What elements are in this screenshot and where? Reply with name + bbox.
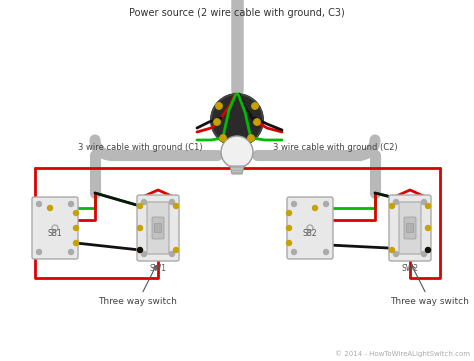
Circle shape bbox=[36, 201, 42, 206]
Circle shape bbox=[248, 135, 254, 141]
Circle shape bbox=[211, 94, 263, 146]
Circle shape bbox=[170, 252, 174, 257]
Circle shape bbox=[393, 252, 399, 257]
Circle shape bbox=[286, 226, 292, 231]
Circle shape bbox=[216, 103, 222, 109]
Circle shape bbox=[221, 136, 253, 168]
FancyBboxPatch shape bbox=[404, 217, 416, 239]
Circle shape bbox=[173, 248, 179, 252]
Circle shape bbox=[69, 201, 73, 206]
Circle shape bbox=[73, 226, 79, 231]
Circle shape bbox=[421, 252, 427, 257]
Text: SB1: SB1 bbox=[48, 229, 62, 238]
Circle shape bbox=[390, 204, 394, 209]
FancyBboxPatch shape bbox=[389, 195, 431, 261]
Text: © 2014 - HowToWireALightSwitch.com: © 2014 - HowToWireALightSwitch.com bbox=[335, 350, 470, 357]
Circle shape bbox=[220, 135, 226, 141]
Circle shape bbox=[142, 252, 146, 257]
Circle shape bbox=[286, 210, 292, 216]
Circle shape bbox=[137, 204, 143, 209]
Circle shape bbox=[73, 210, 79, 216]
Circle shape bbox=[69, 249, 73, 255]
Circle shape bbox=[292, 249, 297, 255]
Circle shape bbox=[214, 119, 220, 125]
Text: SW1: SW1 bbox=[149, 264, 166, 273]
Text: 3 wire cable with ground (C2): 3 wire cable with ground (C2) bbox=[273, 144, 397, 152]
FancyBboxPatch shape bbox=[152, 217, 164, 239]
Circle shape bbox=[142, 200, 146, 204]
Circle shape bbox=[426, 248, 430, 252]
Circle shape bbox=[254, 119, 260, 125]
FancyBboxPatch shape bbox=[155, 223, 162, 232]
Text: SB2: SB2 bbox=[303, 229, 317, 238]
Text: Three way switch: Three way switch bbox=[99, 266, 177, 306]
Circle shape bbox=[173, 204, 179, 209]
Circle shape bbox=[421, 200, 427, 204]
Text: Power source (2 wire cable with ground, C3): Power source (2 wire cable with ground, … bbox=[129, 8, 345, 18]
Circle shape bbox=[390, 248, 394, 252]
Circle shape bbox=[137, 226, 143, 231]
Text: 3 wire cable with ground (C1): 3 wire cable with ground (C1) bbox=[78, 144, 202, 152]
FancyBboxPatch shape bbox=[407, 223, 413, 232]
Circle shape bbox=[170, 200, 174, 204]
Circle shape bbox=[426, 248, 430, 252]
Circle shape bbox=[73, 240, 79, 245]
Text: Three way switch: Three way switch bbox=[391, 266, 469, 306]
FancyBboxPatch shape bbox=[147, 202, 169, 254]
Circle shape bbox=[312, 205, 318, 210]
Text: SW2: SW2 bbox=[401, 264, 419, 273]
Circle shape bbox=[292, 201, 297, 206]
Circle shape bbox=[47, 205, 53, 210]
Circle shape bbox=[426, 204, 430, 209]
Circle shape bbox=[323, 201, 328, 206]
FancyBboxPatch shape bbox=[137, 195, 179, 261]
Polygon shape bbox=[230, 166, 244, 174]
FancyBboxPatch shape bbox=[399, 202, 421, 254]
FancyBboxPatch shape bbox=[32, 197, 78, 259]
Circle shape bbox=[137, 248, 143, 252]
Circle shape bbox=[252, 103, 258, 109]
Circle shape bbox=[137, 248, 143, 252]
Circle shape bbox=[286, 240, 292, 245]
Circle shape bbox=[36, 249, 42, 255]
FancyBboxPatch shape bbox=[287, 197, 333, 259]
Circle shape bbox=[426, 226, 430, 231]
Circle shape bbox=[393, 200, 399, 204]
Circle shape bbox=[323, 249, 328, 255]
